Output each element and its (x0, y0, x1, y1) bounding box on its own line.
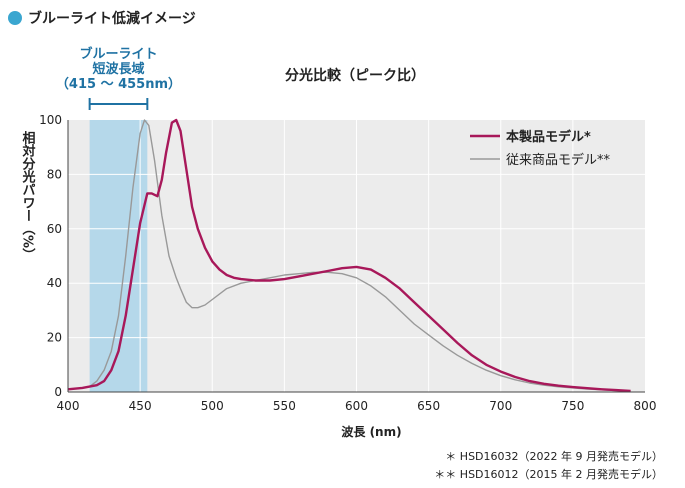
x-tick-label: 700 (489, 399, 512, 413)
y-axis-label: 相対分光パワー（%） (20, 130, 37, 261)
section-title: ブルーライト低減イメージ (28, 11, 196, 27)
legend-label-1: 本製品モデル* (506, 129, 591, 145)
chart-title: 分光比較（ピーク比） (285, 67, 425, 84)
series-line-1 (67, 118, 631, 393)
x-tick-label: 750 (561, 399, 584, 413)
y-tick-label: 20 (47, 331, 62, 345)
section-header: ブルーライト低減イメージ (8, 8, 196, 28)
footnote-1: ＊ HSD16032（2022 年 9 月発売モデル） (445, 450, 663, 463)
band-label: ブルーライト短波長域（415 ～ 455nm） (56, 46, 181, 92)
band-label-line: ブルーライト (79, 46, 157, 62)
x-tick-label: 600 (345, 399, 368, 413)
x-tick-label: 550 (273, 399, 296, 413)
bullet-dot-icon (8, 11, 22, 25)
y-tick-label: 60 (47, 222, 62, 236)
x-tick-label: 500 (201, 399, 224, 413)
series-line-2 (67, 119, 631, 392)
x-tick-label: 800 (634, 399, 657, 413)
legend-label-2: 従来商品モデル** (506, 152, 611, 168)
y-tick-label: 80 (47, 167, 62, 181)
footnote-2: ＊＊ HSD16012（2015 年 2 月発売モデル） (434, 468, 663, 481)
x-tick-label: 400 (57, 399, 80, 413)
x-tick-label: 450 (129, 399, 152, 413)
x-tick-label: 650 (417, 399, 440, 413)
x-axis-label: 波長 (nm) (341, 424, 401, 439)
y-tick-label: 40 (47, 276, 62, 290)
y-tick-label: 0 (54, 385, 62, 399)
band-label-line: （415 ～ 455nm） (56, 76, 181, 92)
y-tick-label: 100 (39, 113, 62, 127)
band-label-line: 短波長域 (92, 61, 144, 77)
